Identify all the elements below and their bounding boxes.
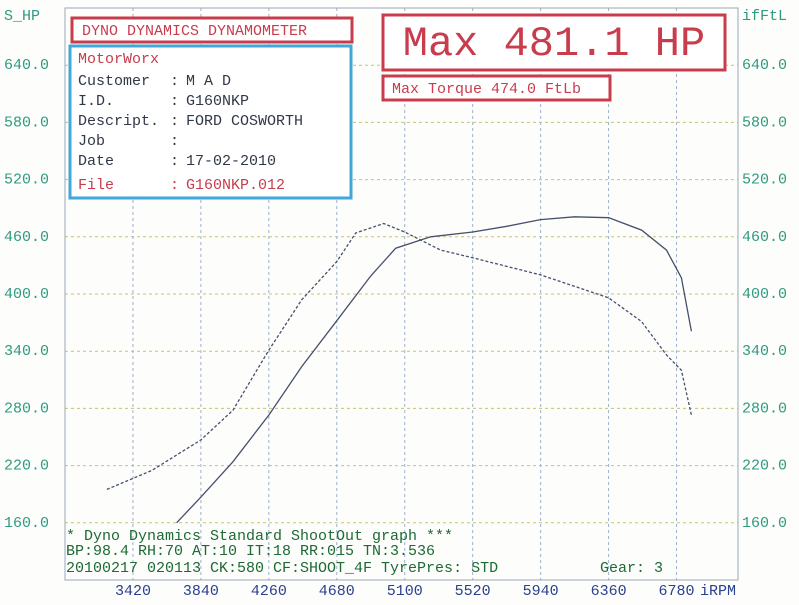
y-tick-label: 400.0	[4, 286, 49, 303]
x-tick-label: 6780	[659, 583, 695, 600]
footer-line: 20100217 020113 CK:580 CF:SHOOT_4F TyreP…	[66, 560, 498, 577]
footer-line: * Dyno Dynamics Standard ShootOut graph …	[66, 528, 453, 545]
y2-tick-label: 400.0	[742, 286, 787, 303]
info-value: 17-02-2010	[186, 153, 276, 170]
info-box	[68, 44, 353, 200]
y2-tick-label: 640.0	[742, 57, 787, 74]
max-power: Max 481.1 HP	[403, 20, 705, 68]
info-label: I.D.	[78, 93, 114, 110]
y-tick-label: 340.0	[4, 343, 49, 360]
max-power-box	[381, 13, 727, 72]
series-line	[176, 216, 693, 524]
y2-tick-label: 160.0	[742, 515, 787, 532]
y2-tick-label: 280.0	[742, 400, 787, 417]
info-colon: :	[170, 177, 179, 194]
plot-frame	[64, 7, 739, 581]
info-colon: :	[170, 73, 179, 90]
y-tick-label: 640.0	[4, 57, 49, 74]
curves	[106, 216, 693, 524]
info-label: Descript.	[78, 113, 159, 130]
footer-line: BP:98.4 RH:70 AT:10 IT:18 RR:015 TN:3.53…	[66, 543, 435, 560]
info-colon: :	[170, 93, 179, 110]
header-box	[70, 16, 354, 44]
y-axis-label: S_HP	[4, 8, 40, 25]
x-tick-label: 3840	[183, 583, 219, 600]
gear: Gear: 3	[600, 560, 663, 577]
x-tick-label: 4680	[319, 583, 355, 600]
info-label: Date	[78, 153, 114, 170]
x-axis-label: iRPM	[700, 583, 736, 600]
info-label: Customer	[78, 73, 150, 90]
y-tick-label: 580.0	[4, 114, 49, 131]
y-tick-label: 460.0	[4, 229, 49, 246]
info-value: FORD COSWORTH	[186, 113, 303, 130]
y2-tick-label: 580.0	[742, 114, 787, 131]
y2-tick-label: 340.0	[742, 343, 787, 360]
y2-tick-label: 520.0	[742, 172, 787, 189]
info-label: File	[78, 177, 114, 194]
info-value: M A D	[186, 73, 231, 90]
y2-axis-label: ifFtL	[742, 8, 787, 25]
info-rows: Customer: M A D I.D.: G160NKP Descript.: FORD…	[78, 73, 303, 194]
y-tick-label: 160.0	[4, 515, 49, 532]
y-tick-label: 220.0	[4, 458, 49, 475]
info-colon: :	[170, 113, 179, 130]
y-tick-label: 280.0	[4, 400, 49, 417]
info-value: G160NKP	[186, 93, 249, 110]
info-colon: :	[170, 153, 179, 170]
x-tick-label: 5520	[455, 583, 491, 600]
x-tick-label: 4260	[251, 583, 287, 600]
series-line	[106, 222, 693, 490]
x-tick-label: 5100	[387, 583, 423, 600]
x-tick-label: 5940	[523, 583, 559, 600]
info-label: Job	[78, 133, 105, 150]
x-tick-label: 3420	[115, 583, 151, 600]
y-tick-label: 520.0	[4, 172, 49, 189]
header: DYNO DYNAMICS DYNAMOMETER	[82, 23, 307, 40]
max-torque: Max Torque 474.0 FtLb	[392, 81, 581, 98]
info-colon: :	[170, 133, 179, 150]
y2-tick-label: 460.0	[742, 229, 787, 246]
max-torque-box	[381, 74, 612, 102]
x-tick-label: 6360	[591, 583, 627, 600]
info-value: G160NKP.012	[186, 177, 285, 194]
company: MotorWorx	[78, 51, 159, 68]
y2-tick-label: 220.0	[742, 458, 787, 475]
